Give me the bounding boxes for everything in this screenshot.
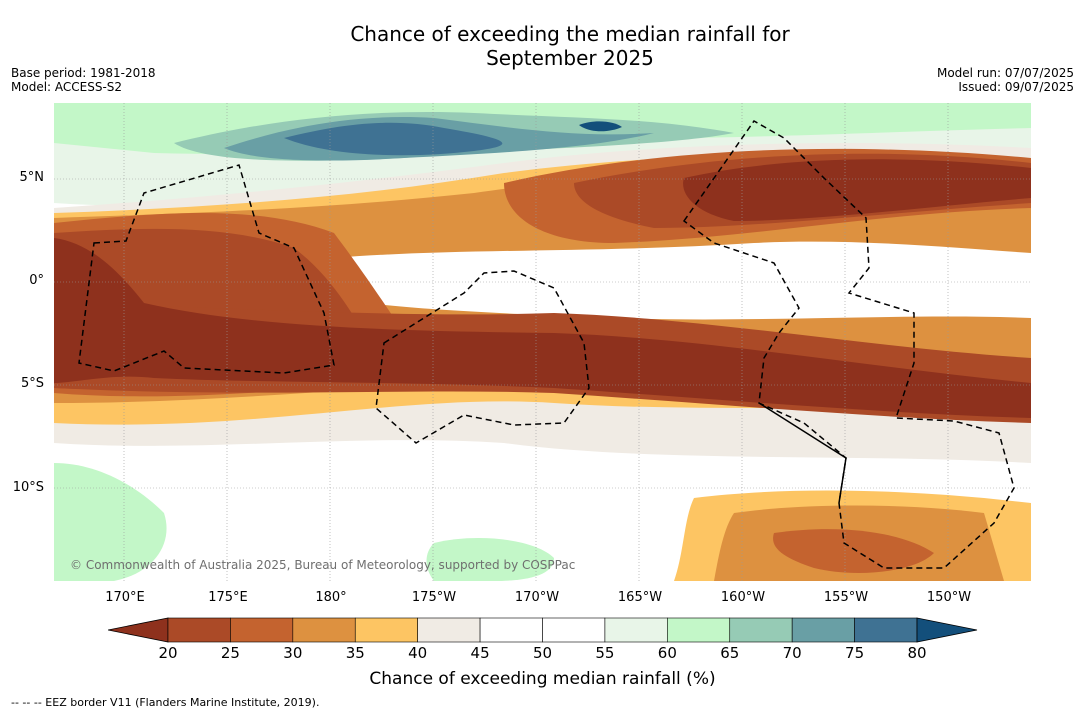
- colorbar-tick-label: 80: [907, 644, 927, 662]
- lon-label-170w: 170°W: [514, 590, 560, 605]
- rainfall-map: [54, 103, 1031, 581]
- meta-right: Model run: 07/07/2025 Issued: 09/07/2025: [937, 66, 1074, 94]
- map-gap-white: [334, 241, 1031, 320]
- eez-border-kiribati-line: [682, 120, 1015, 569]
- colorbar-segment: [791, 617, 855, 643]
- copyright-text: © Commonwealth of Australia 2025, Bureau…: [70, 558, 576, 572]
- map-patch-copper-se: [773, 529, 934, 573]
- map-band-darkblue-north: [284, 122, 503, 156]
- colorbar-tick-label: 45: [470, 644, 490, 662]
- colorbar-tick-label: 20: [158, 644, 178, 662]
- colorbar-tick-label: 65: [720, 644, 740, 662]
- colorbar-segment: [854, 617, 918, 643]
- colorbar: [108, 617, 978, 643]
- colorbar-tick-label: 55: [595, 644, 615, 662]
- colorbar-segment: [667, 617, 731, 643]
- colorbar-segment: [354, 617, 418, 643]
- lon-label-170e: 170°E: [105, 590, 145, 605]
- lat-label-0: 0°: [29, 273, 44, 288]
- lat-label-5n: 5°N: [19, 170, 45, 185]
- map-band-darkrust-north: [683, 159, 1031, 221]
- colorbar-tick-label: 40: [408, 644, 428, 662]
- lon-label-150w: 150°W: [926, 590, 972, 605]
- lon-label-175e: 175°E: [208, 590, 248, 605]
- colorbar-label: Chance of exceeding median rainfall (%): [369, 669, 716, 689]
- map-spot-navy: [579, 121, 622, 132]
- map-svg: [54, 103, 1031, 581]
- colorbar-tick-label: 30: [283, 644, 303, 662]
- colorbar-tick-label: 60: [657, 644, 677, 662]
- colorbar-segment: [230, 617, 294, 643]
- lon-label-175w: 175°W: [411, 590, 457, 605]
- base-period-text: Base period: 1981-2018: [11, 66, 156, 80]
- eez-border-solid-segment: [758, 402, 847, 504]
- colorbar-segments: [108, 617, 978, 643]
- lon-label-180: 180°: [315, 590, 347, 605]
- title-line-1: Chance of exceeding the median rainfall …: [350, 22, 790, 46]
- title-line-2: September 2025: [486, 46, 654, 70]
- colorbar-tick-label: 75: [845, 644, 865, 662]
- map-band-darkrust-south: [54, 238, 1031, 418]
- colorbar-extend-low: [108, 617, 169, 643]
- lat-label-5s: 5°S: [20, 376, 44, 391]
- colorbar-segment: [479, 617, 543, 643]
- colorbar-segment: [604, 617, 668, 643]
- colorbar-tick-label: 70: [782, 644, 802, 662]
- colorbar-segment: [292, 617, 356, 643]
- colorbar-tick-label: 25: [220, 644, 240, 662]
- chart-title: Chance of exceeding the median rainfall …: [0, 22, 1085, 70]
- lon-label-165w: 165°W: [617, 590, 663, 605]
- map-patch-green-sw: [54, 463, 167, 581]
- eez-borders: [78, 120, 1015, 569]
- colorbar-extend-high: [916, 617, 978, 643]
- colorbar-segment: [167, 617, 231, 643]
- lat-label-10s: 10°S: [12, 480, 44, 495]
- eez-footnote: -- -- -- EEZ border V11 (Flanders Marine…: [11, 696, 320, 709]
- meta-left: Base period: 1981-2018 Model: ACCESS-S2: [11, 66, 156, 94]
- map-patch-green-s: [426, 538, 554, 581]
- model-run-text: Model run: 07/07/2025: [936, 66, 1074, 80]
- colorbar-segment: [417, 617, 481, 643]
- lon-label-160w: 160°W: [720, 590, 766, 605]
- eez-border-howland-baker: [375, 270, 590, 444]
- colorbar-tick-label: 50: [532, 644, 553, 662]
- issued-text: Issued: 09/07/2025: [958, 80, 1074, 94]
- map-gridlines: [54, 103, 1031, 581]
- model-text: Model: ACCESS-S2: [11, 80, 123, 94]
- colorbar-segment: [729, 617, 793, 643]
- colorbar-tick-label: 35: [345, 644, 365, 662]
- lon-label-155w: 155°W: [823, 590, 869, 605]
- colorbar-segment: [542, 617, 606, 643]
